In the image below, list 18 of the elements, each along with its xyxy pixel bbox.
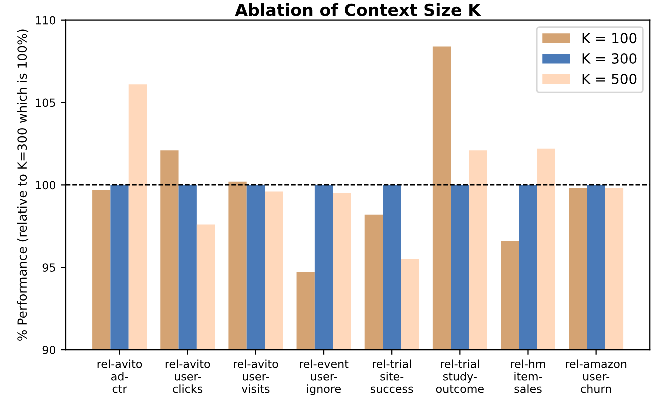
x-tick-label: rel-avito user- clicks [166, 360, 210, 394]
y-tick-label: 100 [36, 181, 56, 190]
legend-label: K = 300 [582, 53, 637, 64]
y-tick-label: 110 [36, 16, 56, 25]
chart-title: Ablation of Context Size K [235, 4, 482, 16]
x-tick-label: rel-hm item- sales [511, 360, 546, 394]
x-tick-label: rel-trial site- success [370, 360, 414, 394]
x-tick-label: rel-amazon user- churn [566, 360, 627, 394]
y-tick-label: 95 [42, 264, 56, 272]
y-axis-title: % Performance (relative to K=300 which is 100%) [17, 30, 29, 341]
x-tick-label: rel-avito ad- ctr [98, 360, 142, 394]
x-tick-label: rel-avito user- visits [234, 360, 278, 394]
y-tick-label: 90 [42, 346, 56, 354]
x-tick-label: rel-event user- ignore [300, 360, 349, 396]
y-tick-label: 105 [36, 98, 56, 108]
legend-label: K = 500 [582, 74, 637, 84]
legend-label: K = 100 [582, 33, 637, 44]
x-tick-label: rel-trial study- outcome [436, 360, 484, 394]
